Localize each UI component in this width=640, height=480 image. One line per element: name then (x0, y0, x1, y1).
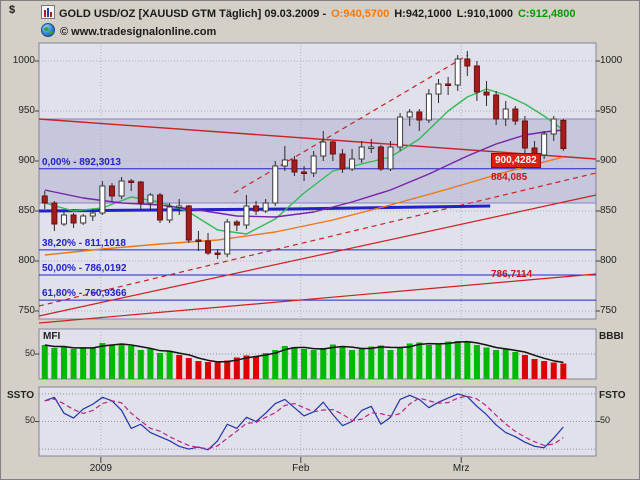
fib-retracement-label: 0,00% - 892,3013 (42, 156, 121, 168)
trendline-value-label: 786,7114 (491, 269, 533, 281)
price-axis-label-left: 1000 (12, 55, 35, 66)
open-value: O:940,5700 (331, 8, 390, 20)
watermark: © www.tradesignalonline.com (41, 23, 216, 38)
low-value: L:910,1000 (456, 8, 513, 20)
ascending-dashed-trendline (38, 172, 597, 307)
chart-titlebar: GOLD USD/OZ [XAUUSD GTM Täglich] 09.03.2… (41, 5, 580, 20)
price-axis-label-right: 850 (600, 205, 617, 216)
ssto-mid-tick-right-label: 50 (600, 415, 611, 425)
ssto-panel-label: SSTO (7, 390, 35, 401)
ma-slow (44, 156, 564, 256)
fib-retracement-label: 50,00% - 786,0192 (42, 262, 127, 274)
resistance-trendline (38, 118, 597, 160)
price-axis-label-right: 1000 (600, 55, 623, 66)
fib-retracement-label: 38,20% - 811,1018 (42, 237, 126, 249)
price-axis-label-right: 950 (600, 105, 617, 116)
time-axis-label: Feb (292, 463, 310, 474)
price-axis-label-left: 800 (18, 255, 35, 266)
fsto-panel-label: FSTO (599, 390, 626, 401)
bbbi-panel-label: BBBI (599, 331, 624, 342)
globe-icon (41, 23, 55, 37)
price-axis-label-right: 900 (600, 155, 617, 166)
ssto-mid-tick-left-label: 50 (24, 415, 35, 425)
mfi-mid-tick-label: 50 (24, 348, 35, 358)
ascending-trendline-1 (38, 194, 597, 317)
time-axis-label: 2009 (89, 463, 112, 474)
mfi-panel-label: MFI (43, 331, 61, 342)
candlestick-chart-icon (41, 5, 55, 19)
high-value: H:942,1000 (394, 8, 452, 20)
price-axis-unit: $ (9, 4, 16, 16)
trendline-value-label: 884,085 (491, 171, 528, 183)
fib-retracement-label: 61,80% - 760,9366 (42, 288, 127, 300)
ascending-trendline-2 (38, 273, 597, 324)
time-axis-label: Mrz (452, 463, 470, 474)
price-axis-label-left: 900 (18, 155, 35, 166)
watermark-text: © www.tradesignalonline.com (60, 26, 217, 38)
support-line (38, 204, 491, 213)
price-axis-label-left: 850 (18, 205, 35, 216)
chart-title: GOLD USD/OZ [XAUUSD GTM Täglich] 09.03.2… (59, 8, 327, 20)
price-axis-label-right: 750 (600, 305, 617, 316)
price-axis-label-right: 800 (600, 255, 617, 266)
close-value: C:912,4800 (517, 8, 576, 20)
price-axis-label-left: 750 (18, 305, 35, 316)
last-price-badge: 900,4282 (491, 152, 541, 168)
price-axis-label-left: 950 (18, 105, 35, 116)
